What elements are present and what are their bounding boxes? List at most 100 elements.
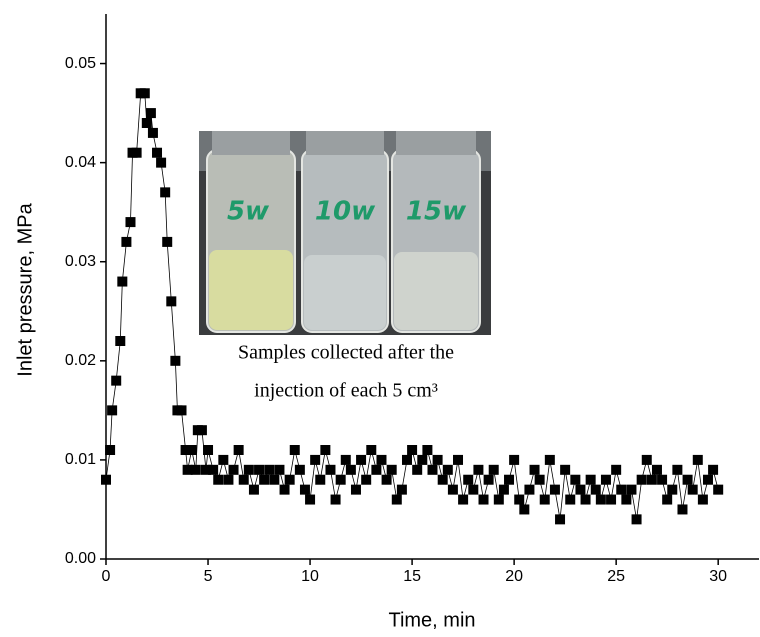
data-point <box>105 445 116 455</box>
data-point <box>166 296 177 307</box>
data-point <box>519 504 530 515</box>
data-point <box>208 464 219 475</box>
x-tick-label: 0 <box>102 568 111 585</box>
data-point <box>200 464 211 475</box>
data-point <box>176 405 187 416</box>
data-point <box>590 484 601 495</box>
data-point <box>524 484 535 495</box>
data-point <box>682 474 693 485</box>
data-point <box>121 236 132 247</box>
data-point <box>401 454 412 465</box>
data-point <box>350 484 361 495</box>
data-point <box>299 484 310 495</box>
data-point <box>223 474 234 485</box>
data-point <box>631 514 642 525</box>
data-point <box>294 464 305 475</box>
data-point <box>152 147 163 158</box>
y-tick-label: 0.05 <box>65 55 96 72</box>
data-point <box>139 88 150 99</box>
data-point <box>422 445 433 455</box>
data-point <box>264 464 275 475</box>
data-point <box>473 464 484 475</box>
data-point <box>160 187 171 198</box>
data-point <box>713 484 724 495</box>
data-point <box>391 494 402 505</box>
data-point <box>115 336 126 346</box>
inset-photo <box>199 131 491 335</box>
data-point <box>145 108 156 119</box>
data-point <box>447 484 458 495</box>
data-point <box>437 474 448 485</box>
data-point <box>203 445 214 455</box>
data-point <box>427 464 438 475</box>
data-point <box>190 464 201 475</box>
data-point <box>463 474 474 485</box>
data-point <box>555 514 566 525</box>
data-point <box>371 464 382 475</box>
x-axis-title: Time, min <box>388 609 475 631</box>
y-tick-label: 0.01 <box>65 451 96 468</box>
data-point <box>509 454 520 465</box>
data-point <box>289 445 300 455</box>
data-point <box>708 464 719 475</box>
data-point <box>356 454 367 465</box>
data-point <box>125 217 136 228</box>
data-point <box>111 375 122 386</box>
data-point <box>611 464 622 475</box>
data-point <box>107 405 118 416</box>
data-point <box>646 474 657 485</box>
data-point <box>549 484 560 495</box>
data-point <box>345 464 356 475</box>
data-point <box>254 464 265 475</box>
data-point <box>101 474 111 485</box>
data-point <box>117 276 128 287</box>
data-point <box>162 236 173 247</box>
data-point <box>310 454 321 465</box>
x-tick-label: 20 <box>505 568 523 585</box>
inset-label: 10w <box>315 197 376 227</box>
data-point <box>606 494 617 505</box>
data-point <box>534 474 545 485</box>
data-point <box>687 484 698 495</box>
data-point <box>692 454 703 465</box>
data-point <box>702 474 713 485</box>
data-point <box>361 474 372 485</box>
data-point <box>315 474 326 485</box>
data-point <box>560 464 571 475</box>
data-point <box>493 494 504 505</box>
data-point <box>412 464 423 475</box>
data-point <box>677 504 688 515</box>
data-point <box>498 484 509 495</box>
data-point <box>141 118 152 128</box>
y-tick-label: 0.04 <box>65 154 96 171</box>
data-point <box>488 464 499 475</box>
data-point <box>218 454 229 465</box>
data-point <box>366 445 377 455</box>
data-point <box>616 484 627 495</box>
data-point <box>544 454 555 465</box>
data-point <box>697 494 708 505</box>
data-point <box>626 484 637 495</box>
data-point <box>580 494 591 505</box>
data-point <box>636 474 647 485</box>
data-point <box>432 454 443 465</box>
data-point <box>396 484 407 495</box>
data-point <box>320 445 331 455</box>
data-point <box>468 484 479 495</box>
data-point <box>238 474 249 485</box>
data-point <box>621 494 632 505</box>
y-tick-label: 0.02 <box>65 352 96 369</box>
data-point <box>340 454 351 465</box>
data-point <box>407 445 418 455</box>
x-tick-label: 10 <box>301 568 319 585</box>
data-point <box>641 454 652 465</box>
data-point <box>330 494 341 505</box>
data-point <box>213 474 224 485</box>
data-point <box>248 484 259 495</box>
data-point <box>147 127 158 138</box>
data-point <box>259 474 270 485</box>
data-point <box>274 464 285 475</box>
data-point <box>585 474 596 485</box>
x-tick-label: 15 <box>403 568 421 585</box>
